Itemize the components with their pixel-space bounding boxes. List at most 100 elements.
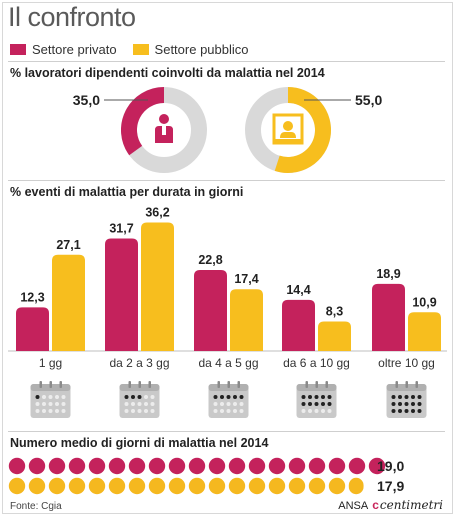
calendar-icon-day	[226, 409, 231, 413]
calendar-icon-day	[233, 409, 237, 413]
donut-slice	[121, 87, 165, 156]
calendar-icon	[386, 381, 427, 418]
calendar-icon-day	[131, 395, 135, 399]
bar-value-label: 10,9	[412, 295, 436, 309]
calendar-icon-day	[321, 402, 325, 406]
brand-logo: ANSA c centimetri	[338, 498, 443, 512]
category-label: da 6 a 10 gg	[283, 356, 350, 370]
category-label: da 2 a 3 gg	[109, 356, 169, 370]
dot	[28, 477, 46, 495]
dot	[268, 477, 286, 495]
category-label: oltre 10 gg	[378, 356, 435, 370]
bar-chart: 12,3 27,1 1 gg 31,7 36,2 da 2 a 3 gg 22,8 17,4 d…	[8, 205, 447, 418]
calendar-icon-day	[131, 402, 135, 406]
calendar-icon-day	[398, 395, 402, 399]
calendar-icon-day	[137, 395, 142, 399]
calendar-icon-ring	[415, 381, 418, 388]
brand-ansa: ANSA	[338, 500, 369, 512]
calendar-icon-day	[42, 409, 46, 413]
calendar-icon-day	[327, 395, 332, 399]
dot	[328, 477, 346, 495]
calendar-icon-ring	[405, 381, 408, 388]
dot	[48, 457, 66, 475]
dot	[8, 477, 26, 495]
calendar-icon-day	[61, 409, 66, 413]
calendar-icon-day	[321, 409, 325, 413]
calendar-icon-day	[398, 409, 402, 413]
calendar-icon-day	[391, 409, 396, 413]
calendar-icon-day	[220, 409, 224, 413]
bar	[408, 312, 441, 351]
calendar-icon-day	[137, 409, 142, 413]
dot-chart: 19,0 17,9	[8, 457, 404, 495]
section3-title: Numero medio di giorni di malattia nel 2…	[10, 436, 269, 450]
calendar-icon-day	[233, 402, 237, 406]
dot-value-label: 17,9	[377, 478, 404, 494]
dot	[248, 477, 266, 495]
calendar-icon-ring	[148, 381, 151, 388]
dot	[148, 457, 166, 475]
calendar-icon	[208, 381, 249, 418]
infographic-frame	[2, 2, 453, 514]
worker-icon	[155, 114, 173, 143]
calendar-icon-day	[411, 409, 415, 413]
donut-value-label: 55,0	[355, 92, 382, 108]
calendar-icon-ring	[395, 381, 398, 388]
calendar-icon-day	[144, 395, 148, 399]
calendar-icon-body	[208, 384, 249, 418]
calendar-icon-ring	[39, 381, 42, 388]
dot-value-label: 19,0	[377, 458, 404, 474]
calendar-icon-day	[42, 402, 46, 406]
bar	[282, 299, 315, 351]
calendar-icon-day	[308, 409, 312, 413]
clerk-icon-body	[280, 132, 296, 138]
dot	[108, 457, 126, 475]
calendar-icon-day	[144, 402, 148, 406]
calendar-icon-day	[321, 395, 325, 399]
calendar-icon-day	[239, 402, 244, 406]
dot	[8, 457, 26, 475]
clerk-icon-desk	[274, 139, 302, 143]
calendar-icon-day	[308, 402, 312, 406]
bar	[194, 270, 227, 351]
bar-value-label: 27,1	[56, 238, 80, 252]
dot	[348, 457, 366, 475]
divider	[8, 180, 445, 181]
calendar-icon-day	[404, 409, 409, 413]
calendar-icon-ring	[138, 381, 141, 388]
donut-value-label: 35,0	[73, 92, 100, 108]
calendar-icon-body	[296, 384, 337, 418]
calendar-icon-day	[213, 402, 218, 406]
calendar-icon-day	[61, 395, 66, 399]
dot	[208, 477, 226, 495]
dot	[168, 477, 186, 495]
donut-charts: 35,0 55,0	[73, 87, 382, 173]
worker-icon-head	[159, 114, 169, 124]
calendar-icon-day	[239, 395, 244, 399]
bar-value-label: 14,4	[286, 283, 310, 297]
dot	[268, 457, 286, 475]
dot	[28, 457, 46, 475]
calendar-icon-ring	[305, 381, 308, 388]
dot	[148, 477, 166, 495]
dot	[128, 457, 146, 475]
calendar-icon-day	[124, 409, 129, 413]
bar-value-label: 17,4	[234, 272, 258, 286]
calendar-icon-day	[213, 409, 218, 413]
dot	[68, 457, 86, 475]
calendar-icon-day	[55, 395, 59, 399]
bar-value-label: 36,2	[145, 205, 169, 219]
brand-c-icon: c	[372, 498, 379, 512]
bar-value-label: 31,7	[109, 221, 133, 235]
calendar-icon-day	[42, 395, 46, 399]
calendar-icon-day	[226, 395, 231, 399]
calendar-icon-day	[220, 395, 224, 399]
dot	[88, 477, 106, 495]
calendar-icon-day	[213, 395, 218, 399]
dot	[188, 477, 206, 495]
calendar-icon-day	[55, 402, 59, 406]
legend-swatch-public	[132, 44, 149, 55]
dot	[68, 477, 86, 495]
calendar-icon-day	[150, 402, 155, 406]
calendar-icon	[30, 381, 71, 418]
